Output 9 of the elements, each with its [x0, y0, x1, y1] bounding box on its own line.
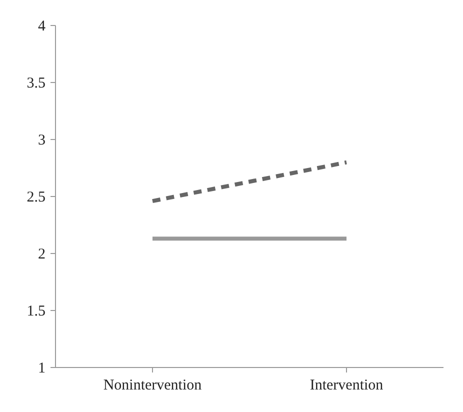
y-tick-label: 3: [38, 132, 46, 148]
x-tick-label: Nonintervention: [103, 378, 202, 394]
y-tick-label: 1: [38, 360, 46, 376]
y-tick-label: 3.5: [26, 76, 46, 92]
x-tick-label: Intervention: [310, 378, 384, 394]
y-tick-label: 1.5: [26, 304, 46, 320]
y-tick-label: 2.5: [26, 190, 46, 206]
y-tick-label: 2: [38, 246, 46, 262]
y-tick-label: 4: [38, 18, 46, 34]
